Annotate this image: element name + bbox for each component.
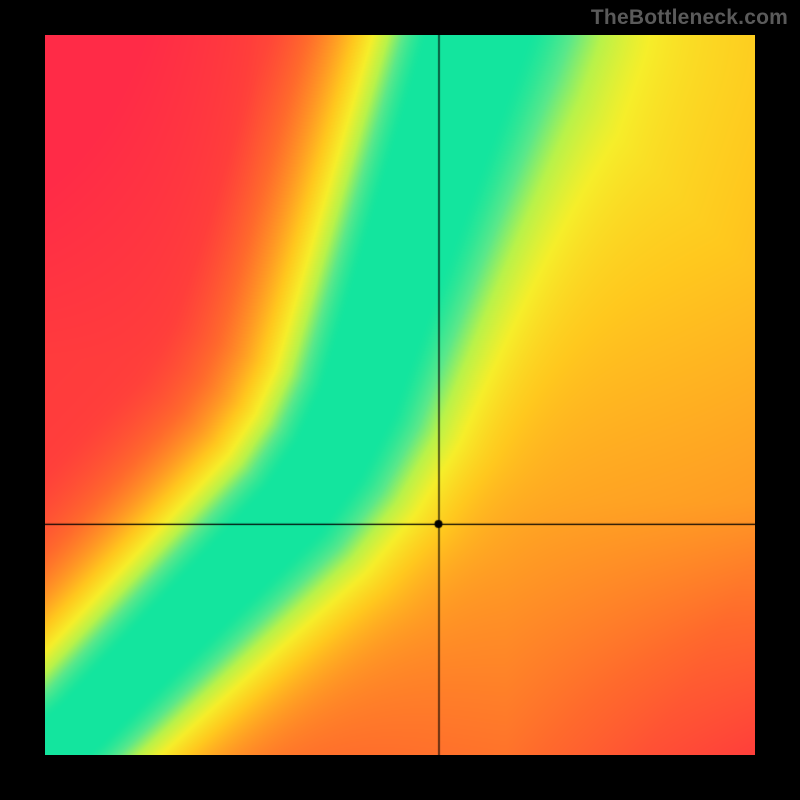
chart-container: TheBottleneck.com	[0, 0, 800, 800]
heatmap-canvas	[45, 35, 755, 755]
heatmap-plot	[45, 35, 755, 755]
watermark-text: TheBottleneck.com	[591, 6, 788, 30]
